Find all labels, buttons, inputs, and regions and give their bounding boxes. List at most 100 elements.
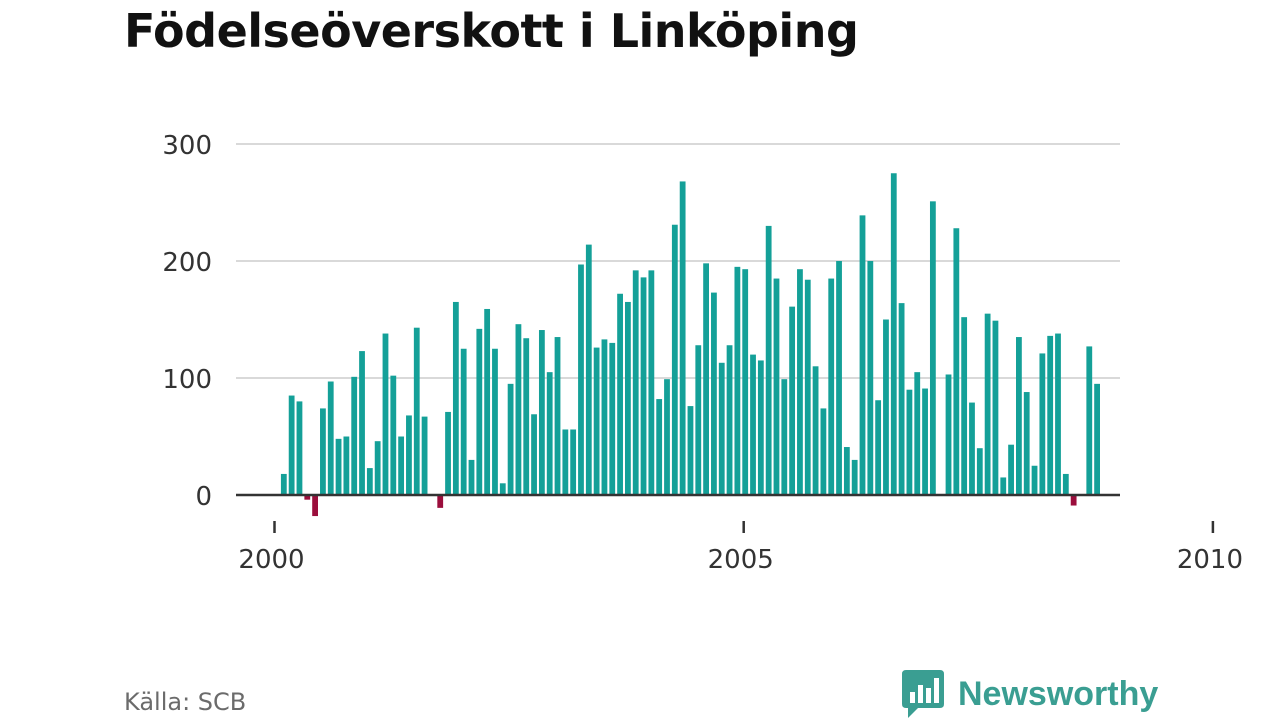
bar-80 [898, 303, 905, 495]
bar-55 [703, 263, 709, 495]
bar-87 [953, 228, 960, 496]
bar-66 [789, 306, 796, 495]
x-tick-label-2010: 2010 [1177, 545, 1243, 575]
bar-41 [593, 347, 600, 495]
bar-63 [765, 225, 772, 495]
bar-71 [828, 278, 835, 495]
bar-56 [711, 292, 717, 495]
bar-3 [296, 401, 303, 495]
bar-75 [859, 215, 866, 495]
bar-33 [531, 414, 537, 495]
bar-105 [1094, 383, 1100, 495]
bar-48 [648, 270, 655, 495]
bar-65 [781, 379, 788, 495]
bar-79 [890, 173, 897, 495]
bar-25 [468, 459, 475, 495]
bar-91 [984, 313, 991, 495]
bar-17 [406, 415, 412, 495]
bar-10 [351, 376, 358, 495]
bar-26 [476, 328, 483, 495]
bar-86 [945, 374, 952, 495]
bar-53 [687, 406, 694, 495]
bar-40 [585, 244, 592, 495]
bar-31 [515, 324, 522, 495]
bar-chart: 0100200300200020052010201520202025 [162, 131, 1243, 575]
bar-102 [1070, 495, 1077, 506]
bar-82 [914, 372, 921, 495]
x-tick-label-2000: 2000 [238, 545, 304, 575]
bar-88 [961, 317, 968, 495]
bar-96 [1023, 392, 1030, 495]
y-tick-label-300: 300 [162, 131, 212, 161]
bar-104 [1086, 346, 1093, 495]
bar-81 [906, 389, 913, 495]
bar-62 [757, 360, 764, 495]
bar-68 [804, 279, 811, 495]
bar-28 [492, 348, 498, 495]
bar-49 [656, 399, 663, 495]
x-tick-label-2005: 2005 [708, 545, 774, 575]
bar-69 [812, 366, 819, 495]
bar-14 [382, 333, 389, 495]
brand-logo: Newsworthy [902, 670, 1158, 718]
bar-35 [546, 372, 553, 495]
bar-1 [280, 473, 287, 495]
bar-12 [366, 468, 373, 495]
bar-84 [929, 201, 936, 495]
bar-30 [507, 383, 514, 495]
y-tick-label-0: 0 [195, 482, 212, 512]
bar-77 [875, 400, 882, 495]
brand-name: Newsworthy [958, 674, 1159, 713]
bar-43 [609, 342, 616, 495]
bar-29 [499, 483, 506, 495]
bar-78 [883, 319, 889, 495]
bar-72 [836, 261, 842, 495]
bar-52 [679, 181, 686, 495]
chart-title: Födelseöverskott i Linköping [124, 4, 859, 58]
bar-67 [797, 269, 803, 495]
bar-92 [992, 320, 999, 495]
bar-64 [773, 278, 780, 495]
bar-9 [343, 436, 350, 495]
bar-6 [320, 408, 326, 495]
bar-16 [398, 436, 405, 495]
newsworthy-logo-icon [902, 670, 944, 718]
bar-32 [523, 338, 530, 495]
bar-50 [664, 379, 670, 495]
bar-8 [335, 438, 342, 495]
bar-7 [327, 381, 334, 495]
bar-74 [851, 459, 858, 495]
bar-100 [1055, 333, 1061, 495]
bar-95 [1016, 337, 1022, 495]
bar-2 [288, 395, 295, 495]
bar-76 [867, 261, 874, 495]
bar-24 [460, 348, 467, 495]
bar-27 [484, 308, 491, 495]
bar-21 [437, 495, 444, 508]
bar-47 [640, 277, 647, 495]
bar-18 [413, 327, 420, 495]
bar-97 [1031, 465, 1038, 495]
bar-89 [969, 402, 975, 495]
bar-46 [632, 270, 639, 495]
bar-101 [1062, 473, 1069, 495]
bar-83 [922, 388, 928, 495]
bar-38 [570, 429, 577, 495]
y-tick-label-100: 100 [162, 365, 212, 395]
bar-36 [554, 337, 561, 495]
bar-44 [617, 293, 623, 495]
bar-70 [820, 408, 827, 495]
bar-11 [359, 351, 365, 495]
bar-93 [1000, 477, 1007, 495]
bar-15 [390, 375, 397, 495]
bar-98 [1039, 353, 1046, 495]
bar-34 [538, 330, 545, 495]
bar-42 [601, 339, 608, 495]
bar-39 [578, 264, 584, 495]
bar-73 [843, 447, 850, 495]
bar-59 [734, 266, 741, 495]
bar-19 [421, 416, 428, 495]
bar-54 [695, 345, 702, 495]
bar-13 [374, 441, 381, 495]
source-note: Källa: SCB [124, 688, 247, 716]
